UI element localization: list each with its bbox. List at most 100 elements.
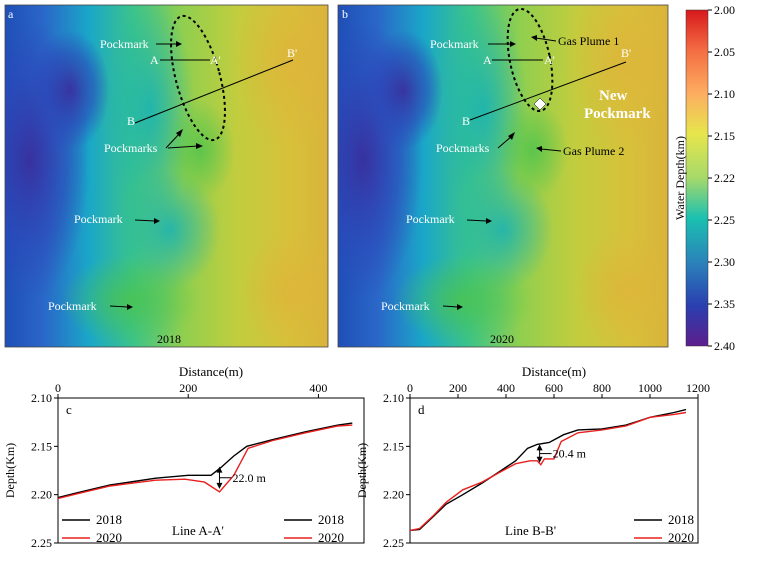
series-line-2020 (57, 424, 353, 500)
series-line-2018 (57, 422, 353, 499)
x-tick-label: 1200 (686, 381, 710, 395)
label-a: A (150, 53, 159, 67)
label-gas-plume-2: Gas Plume 2 (563, 144, 624, 158)
colorbar-tick-label: 2.30 (714, 255, 735, 269)
x-tick-label: 0 (407, 381, 413, 395)
label-pockmark-low: Pockmark (48, 299, 97, 313)
depth-change-annotation: 22.0 m (232, 471, 266, 485)
y-tick-label: 2.20 (383, 488, 404, 502)
depth-change-annotation: 20.4 m (553, 447, 587, 461)
label-a-2020: A (483, 53, 492, 67)
y-axis-label: Depth(Km) (355, 443, 369, 498)
arrowhead-down-icon (216, 482, 223, 489)
colorbar-gradient (685, 9, 709, 347)
colorbar-tick-label: 2.22 (714, 171, 735, 185)
legend-label-2018: 2018 (96, 512, 122, 527)
arrow-gas-plume-1 (535, 37, 557, 42)
colorbar-tick-label: 2.10 (714, 87, 735, 101)
series-line-2018 (409, 408, 687, 532)
label-new: New (599, 88, 627, 104)
x-tick-label: 200 (449, 381, 467, 395)
label-pockmarks: Pockmarks (104, 141, 158, 155)
legend-label-2020: 2020 (318, 530, 344, 545)
colorbar-tick-label: 2.25 (714, 213, 735, 227)
y-tick-label: 2.25 (383, 536, 404, 550)
profile-line-b-b (134, 59, 294, 124)
x-tick-label: 1000 (638, 381, 662, 395)
map-panel-a: a Pockmark A A' B B' Pockmarks Pockmark … (4, 4, 329, 348)
year-label-2018: 2018 (157, 332, 181, 346)
chart-d-frame (409, 397, 699, 544)
label-a-prime: A' (210, 53, 221, 67)
label-b-prime-2020: B' (621, 46, 631, 60)
profile-line-b-b-2020 (469, 61, 627, 121)
panel-letter: d (418, 402, 425, 417)
arrow-pockmarks-2 (167, 145, 199, 149)
arrow-pockmark-low (109, 305, 129, 308)
x-tick-label: 0 (55, 381, 61, 395)
new-pockmark-marker-icon (533, 97, 547, 111)
label-pockmark-low-2020: Pockmark (381, 299, 430, 313)
x-axis-label: Distance(m) (179, 364, 243, 379)
y-tick-label: 2.15 (31, 439, 52, 453)
bathymetry-map-2020 (338, 5, 668, 347)
legend-label-2018: 2018 (318, 512, 344, 527)
label-pockmark-top-2020: Pockmark (430, 37, 479, 51)
colorbar-tick-label: 2.40 (714, 339, 735, 353)
arrow-pockmarks-2020 (497, 135, 513, 149)
map-panel-b: b Pockmark Gas Plume 1 A A' B B' New Poc… (337, 4, 669, 348)
arrow-pockmarks-1 (165, 132, 181, 149)
colorbar-ticks: 2.00 2.05 2.10 2.15 2.22 2.25 2.30 2.35 2.40 (708, 3, 735, 353)
arrowhead-pockmark-low (127, 304, 133, 310)
arrowhead-pockmark-top (176, 41, 182, 47)
arrow-gas-plume-2 (540, 148, 562, 152)
arrowhead-pockmark-low-2020 (457, 304, 463, 310)
label-b: B (127, 114, 135, 128)
arrowhead-pockmarks-2020 (508, 132, 515, 140)
panel-letter-a: a (8, 7, 14, 21)
colorbar: 2.00 2.05 2.10 2.15 2.22 2.25 2.30 2.35 2.40 Wat… (673, 3, 735, 353)
profile-chart-d: 0 200 400 600 800 1000 1200 2.10 2.15 2.20 2.25 Dis… (355, 364, 710, 550)
colorbar-label: Water Depth(km) (673, 136, 687, 220)
label-pockmarks-2020: Pockmarks (436, 141, 490, 155)
label-pockmark-mid: Pockmark (74, 212, 123, 226)
legend-label-2018: 2018 (668, 512, 694, 527)
y-tick-label: 2.20 (31, 488, 52, 502)
arrowhead-pockmarks-2 (196, 143, 203, 149)
bathymetry-map-2018 (5, 5, 328, 347)
pockmark-zone-outline-2020 (506, 7, 554, 113)
y-tick-label: 2.15 (383, 439, 404, 453)
label-pockmark-top: Pockmark (100, 37, 149, 51)
label-a-prime-2020: A' (544, 53, 555, 67)
colorbar-tick-label: 2.00 (714, 3, 735, 17)
colorbar-tick-label: 2.35 (714, 297, 735, 311)
arrow-pockmark-low-2020 (442, 305, 459, 308)
label-b-2020: B (462, 114, 470, 128)
legend-label-2020: 2020 (668, 530, 694, 545)
arrowhead-pockmark-mid-2020 (486, 218, 492, 224)
x-tick-label: 600 (545, 381, 563, 395)
x-axis-label: Distance(m) (522, 364, 586, 379)
x-tick-label: 200 (179, 381, 197, 395)
arrowhead-down-icon (536, 456, 543, 463)
profile-line-label: Line B-B' (505, 523, 556, 538)
y-tick-label: 2.25 (31, 536, 52, 550)
pockmark-zone-outline (170, 14, 226, 142)
arrowhead-pockmark-mid (154, 218, 160, 224)
arrowhead-pockmark-top-2020 (510, 41, 516, 47)
profile-line-label: Line A-A' (172, 523, 224, 538)
profile-chart-c: 0 200 400 2.10 2.15 2.20 2.25 Distance(m) Depth(… (3, 364, 365, 550)
label-gas-plume-1: Gas Plume 1 (558, 34, 619, 48)
y-tick-label: 2.10 (383, 391, 404, 405)
legend-label-2020: 2020 (96, 530, 122, 545)
x-tick-label: 400 (497, 381, 515, 395)
arrow-pockmark-mid-2020 (466, 219, 488, 222)
y-axis-label: Depth(Km) (3, 443, 17, 498)
chart-c-frame (57, 397, 365, 544)
arrowhead-up-icon (216, 466, 223, 473)
label-b-prime: B' (287, 46, 297, 60)
arrowhead-pockmarks-1 (176, 129, 183, 137)
x-tick-label: 400 (309, 381, 327, 395)
x-tick-label: 800 (593, 381, 611, 395)
panel-letter: c (66, 402, 72, 417)
